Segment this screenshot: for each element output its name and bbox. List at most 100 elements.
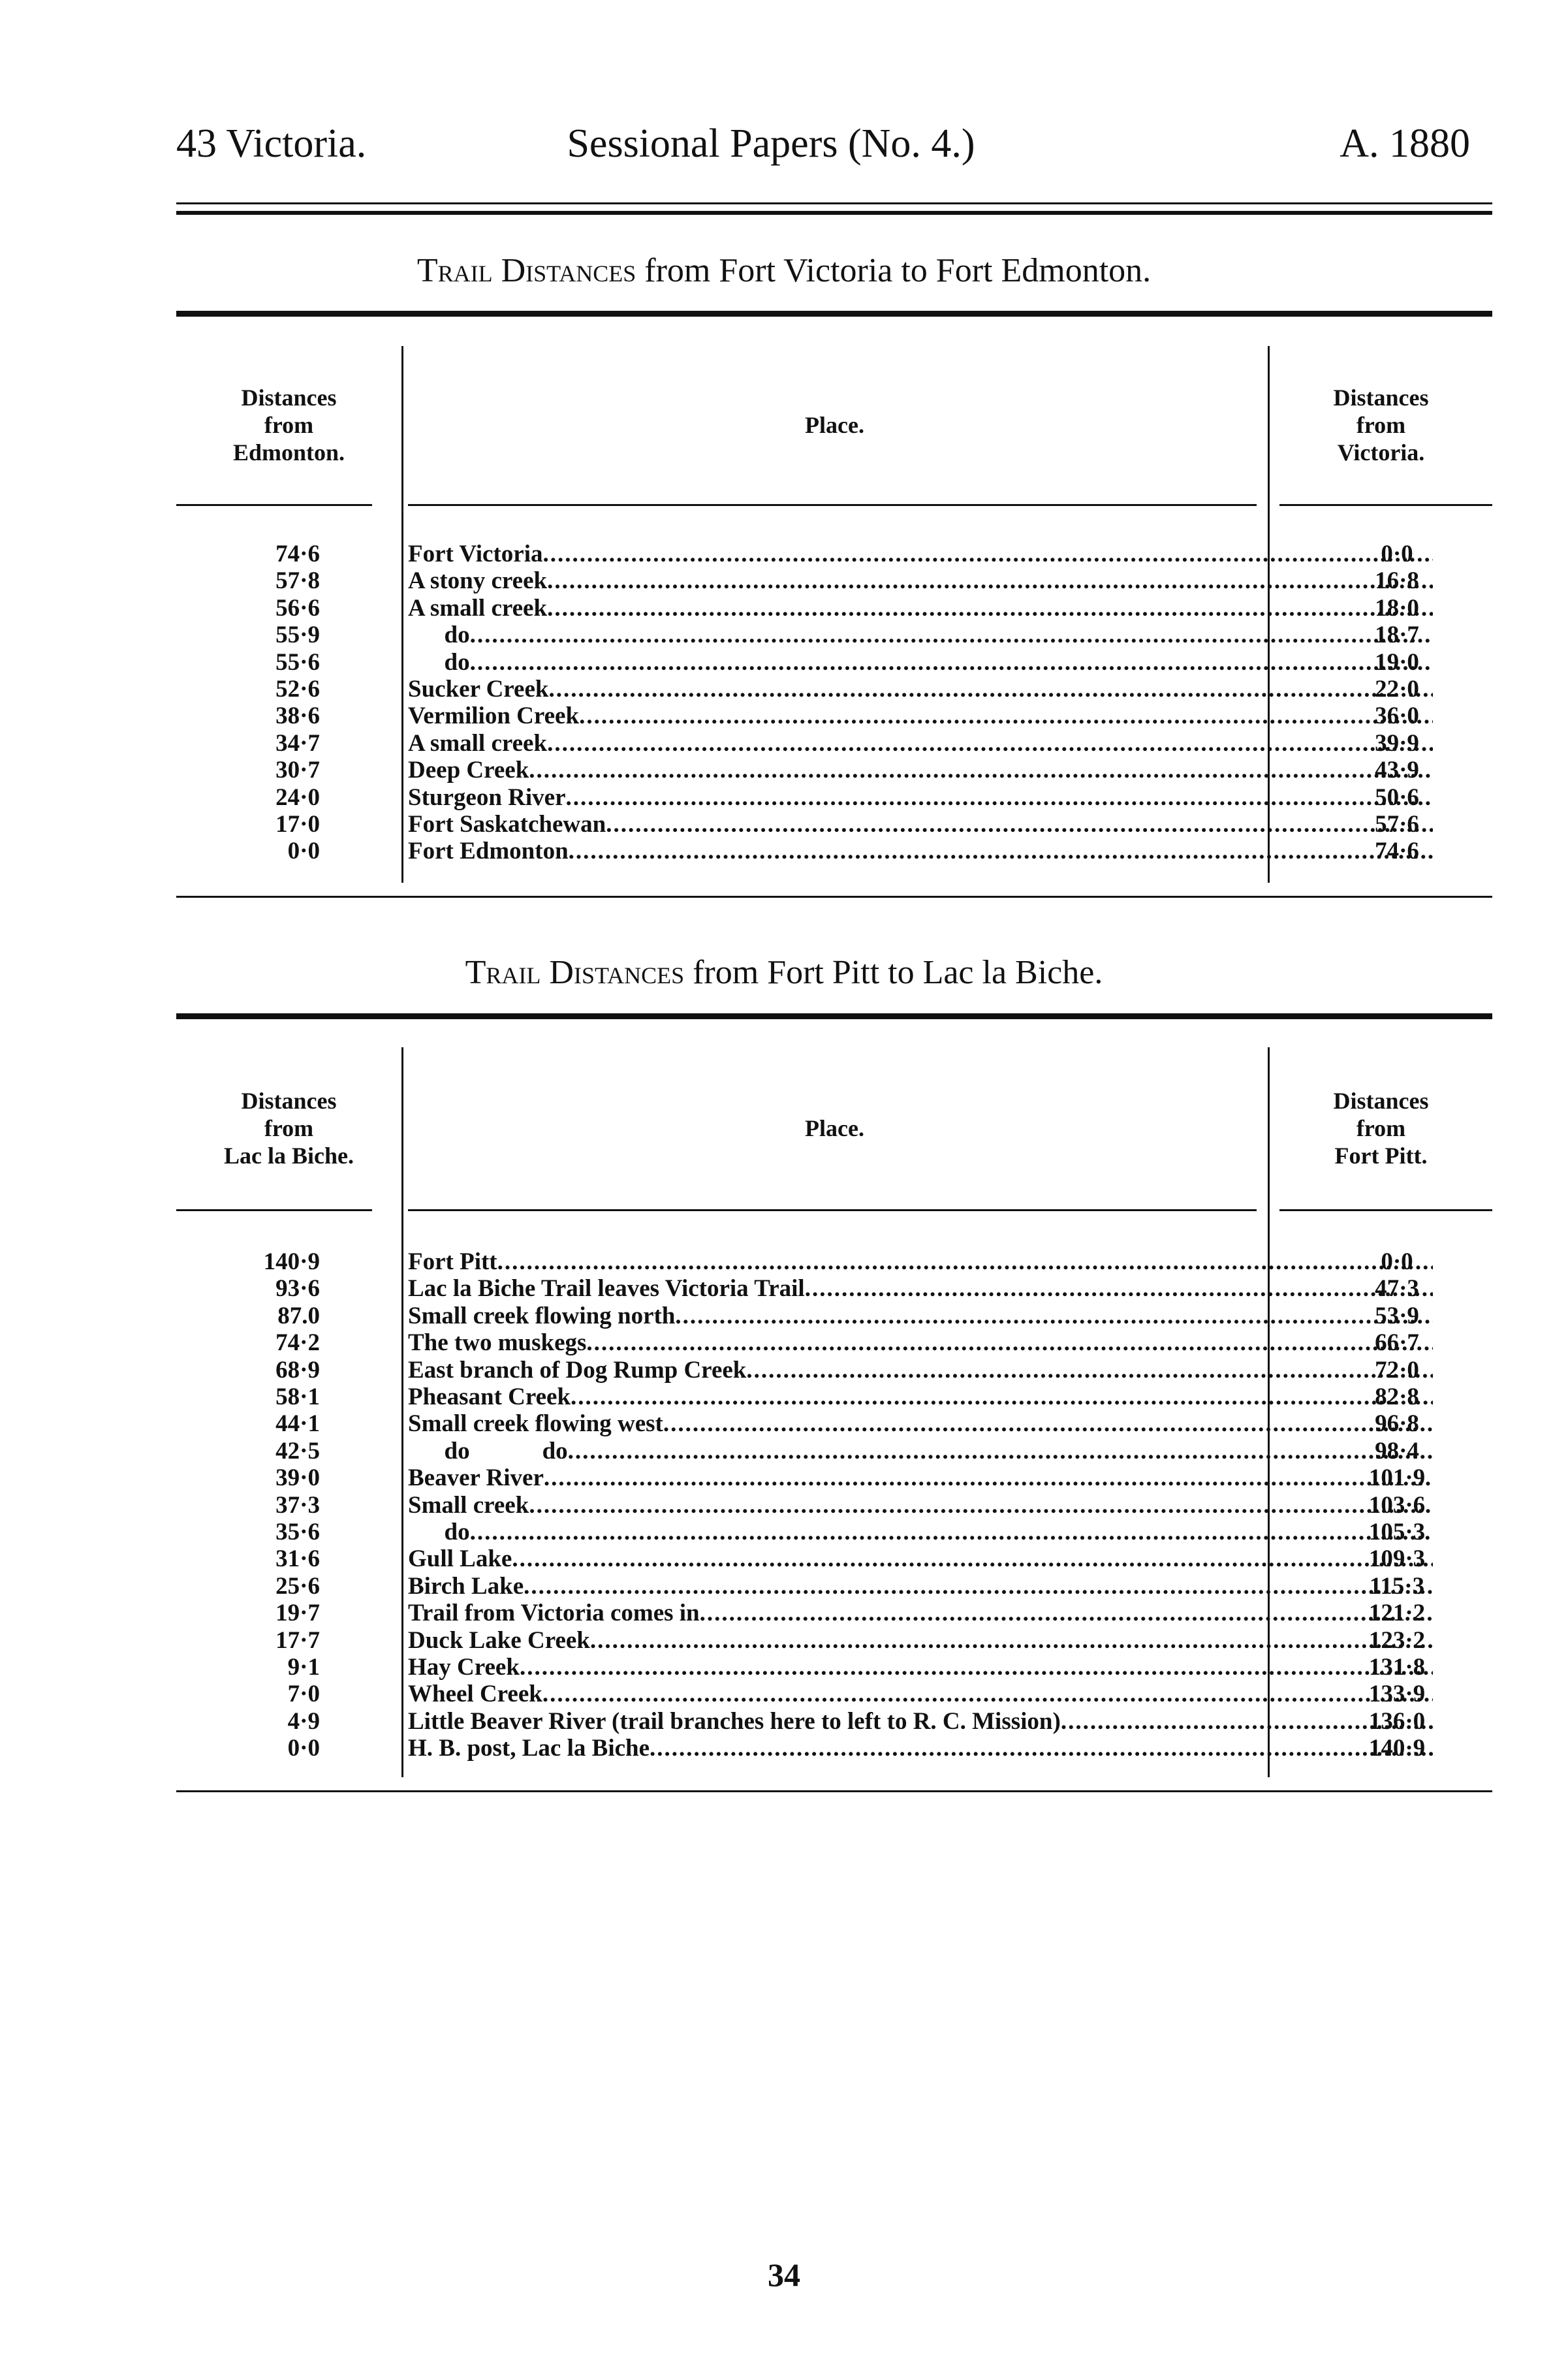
table-row: 24·0 Sturgeon River 50·6: [176, 784, 1492, 811]
distance-from-end: 34·7: [275, 729, 320, 757]
dot-leader: [524, 1573, 1433, 1600]
table-row: 4·9 Little Beaver River (trail branches …: [176, 1708, 1492, 1735]
distance-from-start: 133·9: [1368, 1681, 1426, 1708]
table-bottom-rule: [176, 896, 1492, 898]
dot-leader: [547, 567, 1433, 594]
place-name: Sucker Creek: [408, 676, 549, 703]
table-top-rule: [176, 1013, 1492, 1019]
page-number: 34: [768, 2256, 800, 2293]
place-name: Sturgeon River: [408, 783, 566, 811]
header-rule: [176, 504, 372, 506]
table-row: 68·9 East branch of Dog Rump Creek 72·0: [176, 1357, 1492, 1384]
distance-from-start: 115·3: [1369, 1572, 1425, 1600]
column-header-line: Distances: [1333, 385, 1429, 411]
column-header-from-end: Distances from Lac la Biche.: [176, 1047, 401, 1209]
distance-from-end: 68·9: [275, 1356, 320, 1384]
column-header-line: Place.: [805, 1115, 864, 1141]
table-row: 30·7 Deep Creek 43·9: [176, 757, 1492, 783]
header-center: Sessional Papers (No. 4.): [567, 121, 975, 166]
column-header-line: from: [1356, 1115, 1406, 1141]
dot-leader: [512, 1545, 1433, 1572]
table-top-rule: [176, 311, 1492, 317]
distance-from-end: 55·6: [275, 648, 320, 676]
distance-from-start: 66·7: [1375, 1329, 1419, 1357]
place-name: Fort Saskatchewan: [408, 811, 606, 838]
distance-from-start: 109·3: [1368, 1545, 1426, 1573]
table-row: 19·7 Trail from Victoria comes in 121·2: [176, 1600, 1492, 1626]
table-row: 55·9 do 18·7: [176, 622, 1492, 648]
column-header-from-start: Distances from Victoria.: [1270, 346, 1492, 504]
distance-from-end: 25·6: [275, 1572, 320, 1600]
table-title: Trail Distances from Fort Pitt to Lac la…: [0, 953, 1568, 992]
dot-leader: [543, 541, 1434, 567]
column-header-line: Distances: [241, 1088, 337, 1114]
place-name: Birch Lake: [408, 1572, 524, 1600]
place-name: Fort Victoria: [408, 541, 543, 567]
table-row: 74·2 The two muskegs 66·7: [176, 1329, 1492, 1356]
distance-from-start: 136·0: [1368, 1707, 1426, 1735]
place-name: do do: [408, 1437, 568, 1464]
distance-from-start: 16·8: [1375, 567, 1419, 595]
place-cell: Pheasant Creek: [408, 1384, 1433, 1410]
table-row: 34·7 A small creek 39·9: [176, 730, 1492, 757]
place-name: Wheel Creek: [408, 1681, 542, 1708]
place-name: Fort Pitt: [408, 1248, 497, 1275]
place-cell: Small creek flowing north: [408, 1303, 1433, 1329]
dot-leader: [571, 1384, 1433, 1410]
table-title-rest: from Fort Victoria to Fort Edmonton.: [636, 252, 1152, 289]
distance-from-start: 74·6: [1375, 838, 1419, 865]
place-cell: Fort Saskatchewan: [408, 811, 1433, 838]
distance-from-start: 72·0: [1375, 1356, 1419, 1384]
dot-leader: [520, 1654, 1433, 1681]
place-cell: A stony creek: [408, 567, 1433, 594]
distance-from-start: 140·9: [1368, 1735, 1426, 1762]
place-name: A small creek: [408, 594, 548, 622]
place-cell: do: [408, 622, 1433, 648]
distance-from-end: 57·8: [275, 567, 320, 595]
table-title-caps: Trail Distances: [465, 954, 685, 991]
place-cell: Little Beaver River (trail branches here…: [408, 1708, 1433, 1735]
distance-from-start: 0·0: [1381, 541, 1413, 567]
header-rule-top: [176, 202, 1492, 204]
place-name: Trail from Victoria comes in: [408, 1600, 700, 1627]
place-cell: Wheel Creek: [408, 1681, 1433, 1707]
table-row: 44·1 Small creek flowing west 96·8: [176, 1410, 1492, 1437]
place-cell: Duck Lake Creek: [408, 1627, 1433, 1654]
distance-from-start: 18·0: [1375, 594, 1419, 622]
distance-from-end: 7·0: [287, 1681, 320, 1708]
table-row: 7·0 Wheel Creek 133·9: [176, 1681, 1492, 1707]
column-header-line: Fort Pitt.: [1334, 1143, 1428, 1169]
distance-from-end: 19·7: [275, 1600, 320, 1627]
place-name: Pheasant Creek: [408, 1384, 571, 1410]
place-cell: Fort Edmonton: [408, 838, 1433, 864]
dot-leader: [650, 1735, 1433, 1762]
column-header-line: from: [264, 412, 314, 438]
dot-leader: [542, 1681, 1433, 1707]
place-name: East branch of Dog Rump Creek: [408, 1356, 747, 1384]
table-row: 56·6 A small creek 18·0: [176, 595, 1492, 622]
distance-from-end: 4·9: [287, 1707, 320, 1735]
dot-leader: [529, 757, 1433, 783]
table-row: 140·9 Fort Pitt 0·0: [176, 1248, 1492, 1275]
distance-from-end: 38·6: [275, 703, 320, 730]
distance-from-start: 96·8: [1375, 1410, 1419, 1438]
dot-leader: [544, 1464, 1433, 1491]
table-row: 17·0 Fort Saskatchewan 57·6: [176, 811, 1492, 838]
place-cell: Gull Lake: [408, 1545, 1433, 1572]
place-cell: Small creek flowing west: [408, 1410, 1433, 1437]
distance-from-start: 131·8: [1368, 1654, 1426, 1681]
place-cell: A small creek: [408, 730, 1433, 757]
dot-leader: [470, 622, 1433, 648]
table-row: 55·6 do 19·0: [176, 649, 1492, 676]
column-header-from-end: Distances from Edmonton.: [176, 346, 401, 504]
place-name: The two muskegs: [408, 1329, 587, 1357]
place-name: A small creek: [408, 729, 548, 757]
table-row: 39·0 Beaver River 101·9: [176, 1464, 1492, 1491]
place-name: do: [408, 648, 470, 676]
place-name: Gull Lake: [408, 1545, 512, 1573]
column-header-line: from: [264, 1115, 314, 1141]
column-header-place: Place.: [401, 1047, 1268, 1209]
column-divider: [401, 1047, 403, 1777]
place-name: Fort Edmonton: [408, 838, 569, 865]
dot-leader: [497, 1248, 1433, 1275]
